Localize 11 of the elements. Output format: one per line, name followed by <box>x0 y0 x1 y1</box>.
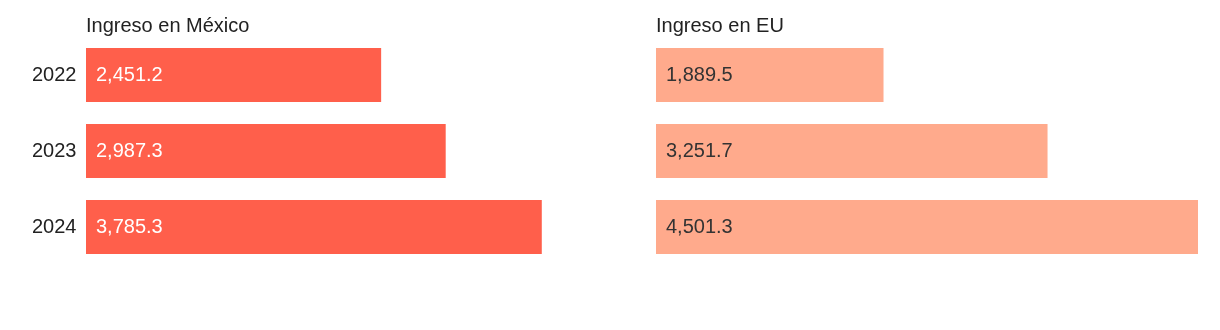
data-label: 3,785.3 <box>96 215 163 238</box>
chart-title: Ingreso en EU <box>656 14 784 36</box>
data-label: 2,987.3 <box>96 139 163 161</box>
data-label: 2,451.2 <box>96 62 163 85</box>
data-label: 3,251.7 <box>666 139 733 161</box>
chart-title: Ingreso en México <box>86 14 250 36</box>
data-label: 4,501.3 <box>666 215 733 238</box>
data-label: 1,889.5 <box>666 62 733 85</box>
y-tick-label: 2022 <box>32 62 77 85</box>
y-tick-label: 2024 <box>32 215 77 238</box>
y-tick-label: 2023 <box>32 139 77 161</box>
